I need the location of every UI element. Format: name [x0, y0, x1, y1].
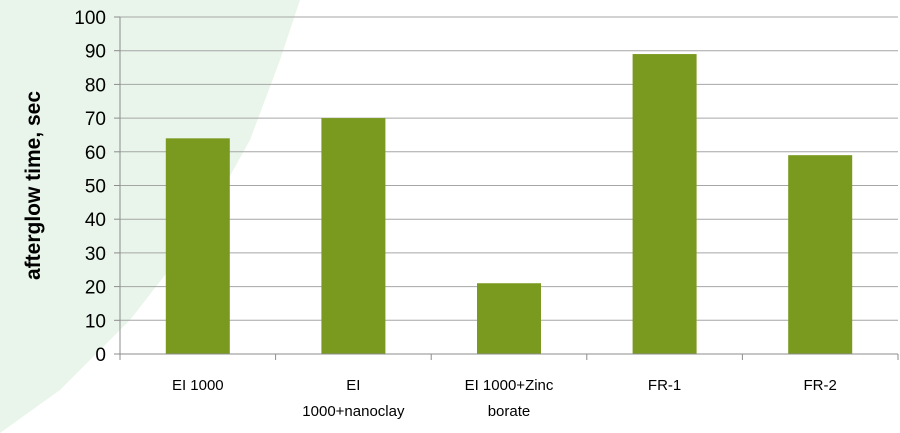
background-decoration	[0, 0, 300, 433]
x-tick-label-line: 1000+nanoclay	[302, 403, 405, 420]
y-tick-label: 60	[85, 143, 106, 164]
y-tick-label: 70	[85, 109, 106, 130]
bar	[632, 54, 697, 354]
x-tick-label: EI 1000+Zinc borate	[465, 377, 554, 420]
y-tick-label: 20	[85, 278, 106, 299]
x-tick-label: EI 1000+nanoclay	[302, 377, 405, 420]
y-tick-label: 90	[85, 42, 106, 63]
y-tick-label: 0	[95, 345, 106, 366]
bar	[321, 118, 386, 354]
gridlines	[114, 16, 898, 355]
y-tick-label: 80	[85, 75, 106, 96]
bar	[165, 138, 230, 354]
x-tick-label: FR-2	[804, 377, 837, 394]
axes	[119, 17, 899, 360]
x-tick-label-line: EI	[346, 377, 360, 394]
x-tick-label-line: borate	[488, 403, 531, 420]
x-tick-label: FR-1	[648, 377, 681, 394]
y-tick-labels: 0 10 20 30 40 50 60 70 80 90 100	[74, 8, 106, 366]
y-tick-label: 50	[85, 177, 106, 198]
bar	[788, 155, 853, 354]
y-tick-label: 100	[74, 8, 106, 29]
y-axis-title: afterglow time, sec	[22, 91, 45, 280]
bar	[477, 283, 541, 354]
background-shape	[0, 0, 300, 433]
bars	[165, 54, 853, 354]
x-tick-label: EI 1000	[172, 377, 224, 394]
x-tick-label-line: EI 1000+Zinc	[465, 377, 554, 394]
x-tick-label-line: FR-1	[648, 377, 681, 394]
y-tick-label: 30	[85, 244, 106, 265]
x-tick-label-line: EI 1000	[172, 377, 224, 394]
x-tick-labels: EI 1000 EI 1000+nanoclay EI 1000+Zinc borate…	[172, 377, 837, 420]
y-tick-label: 40	[85, 210, 106, 231]
x-tick-label-line: FR-2	[804, 377, 837, 394]
y-tick-label: 10	[85, 311, 106, 332]
